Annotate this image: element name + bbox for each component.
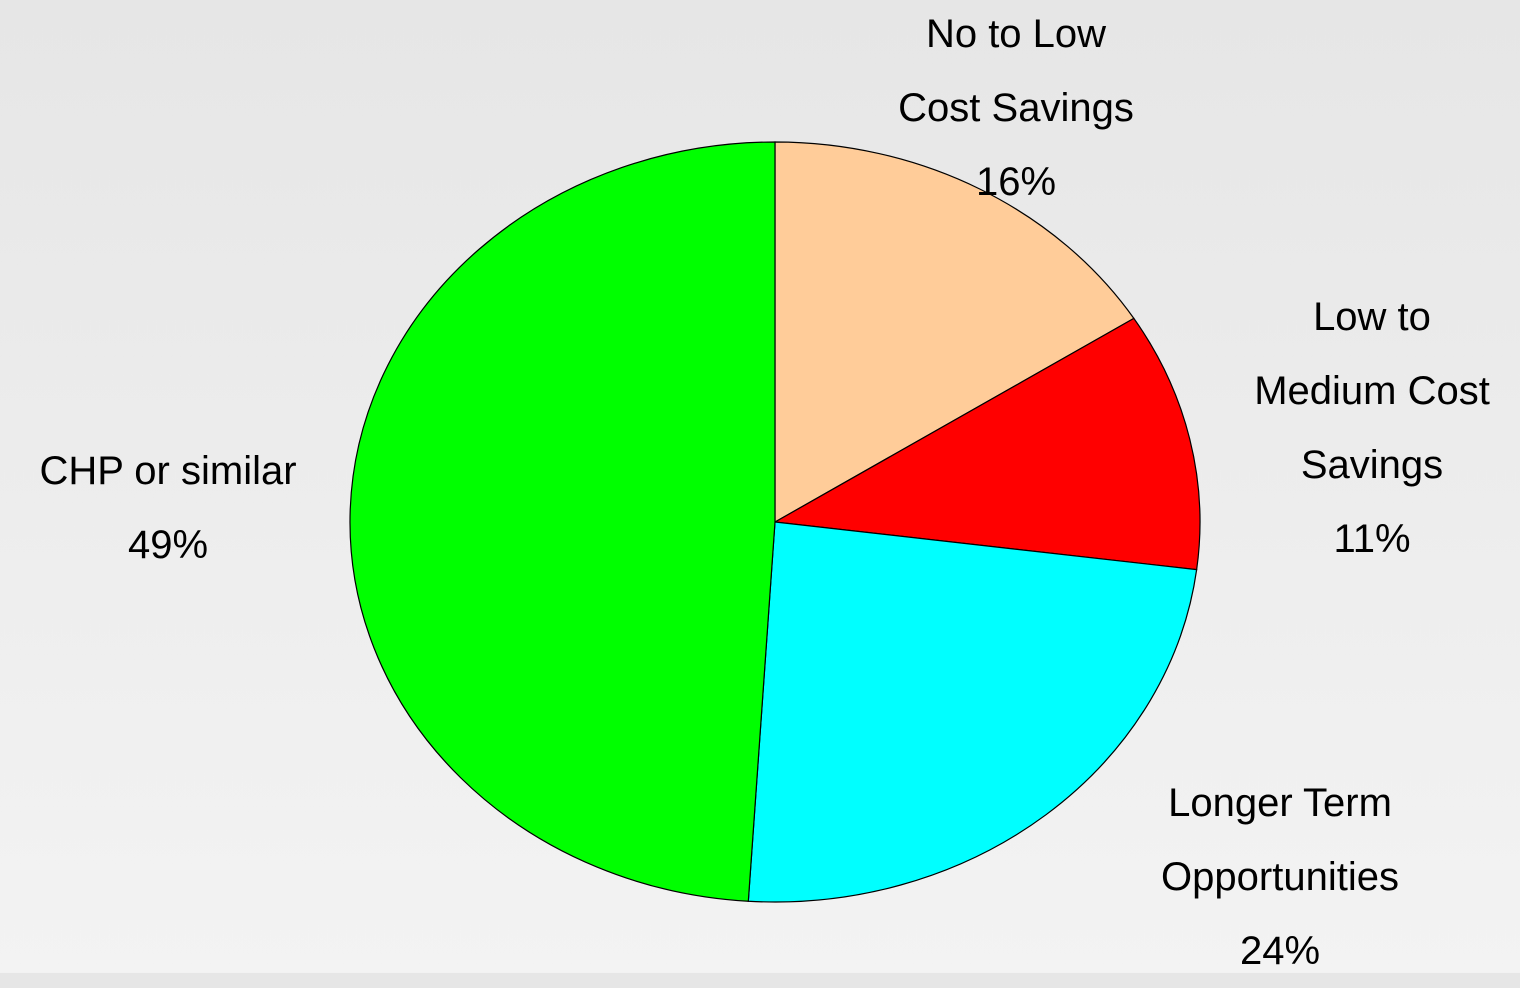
data-label-no-to-low-cost-savings: No to Low Cost Savings 16%: [898, 0, 1134, 219]
data-label-percent: 11%: [1333, 517, 1411, 561]
data-label-percent: 16%: [975, 160, 1057, 204]
data-label-longer-term-opportunities: Longer Term Opportunities 24%: [1161, 766, 1399, 988]
pie-slice-no-to-low-cost-savings: [774, 141, 1135, 524]
pie-slice-low-to-medium-cost-savings: [773, 317, 1201, 571]
data-label-name-line: Cost Savings: [898, 86, 1134, 130]
data-label-percent: 24%: [1239, 929, 1321, 973]
data-label-name-line: Savings: [1300, 443, 1444, 487]
data-label-name-line: Medium Cost: [1254, 369, 1490, 413]
pie-slice-chp-or-similar: [349, 141, 776, 902]
data-label-name-line: No to Low: [925, 12, 1107, 56]
pie-slice-longer-term-opportunities: [747, 521, 1198, 903]
data-label-name-line: Low to: [1313, 295, 1431, 339]
data-label-name-line: CHP or similar: [39, 449, 297, 493]
data-label-chp-or-similar: CHP or similar 49%: [39, 434, 296, 582]
data-label-name-line: Longer Term: [1168, 781, 1392, 825]
data-label-low-to-medium-cost-savings: Low to Medium Cost Savings 11%: [1254, 280, 1490, 576]
data-label-name-line: Opportunities: [1161, 855, 1399, 899]
data-label-percent: 49%: [127, 523, 209, 567]
